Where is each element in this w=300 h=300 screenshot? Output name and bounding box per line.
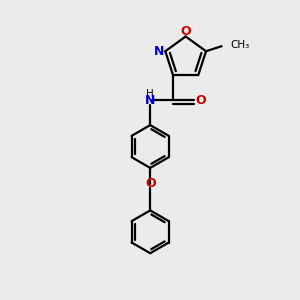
Text: O: O — [196, 94, 206, 107]
Text: H: H — [146, 89, 154, 99]
Text: N: N — [145, 94, 155, 107]
Text: CH₃: CH₃ — [230, 40, 249, 50]
Text: N: N — [154, 45, 165, 58]
Text: O: O — [180, 25, 191, 38]
Text: O: O — [145, 177, 155, 190]
